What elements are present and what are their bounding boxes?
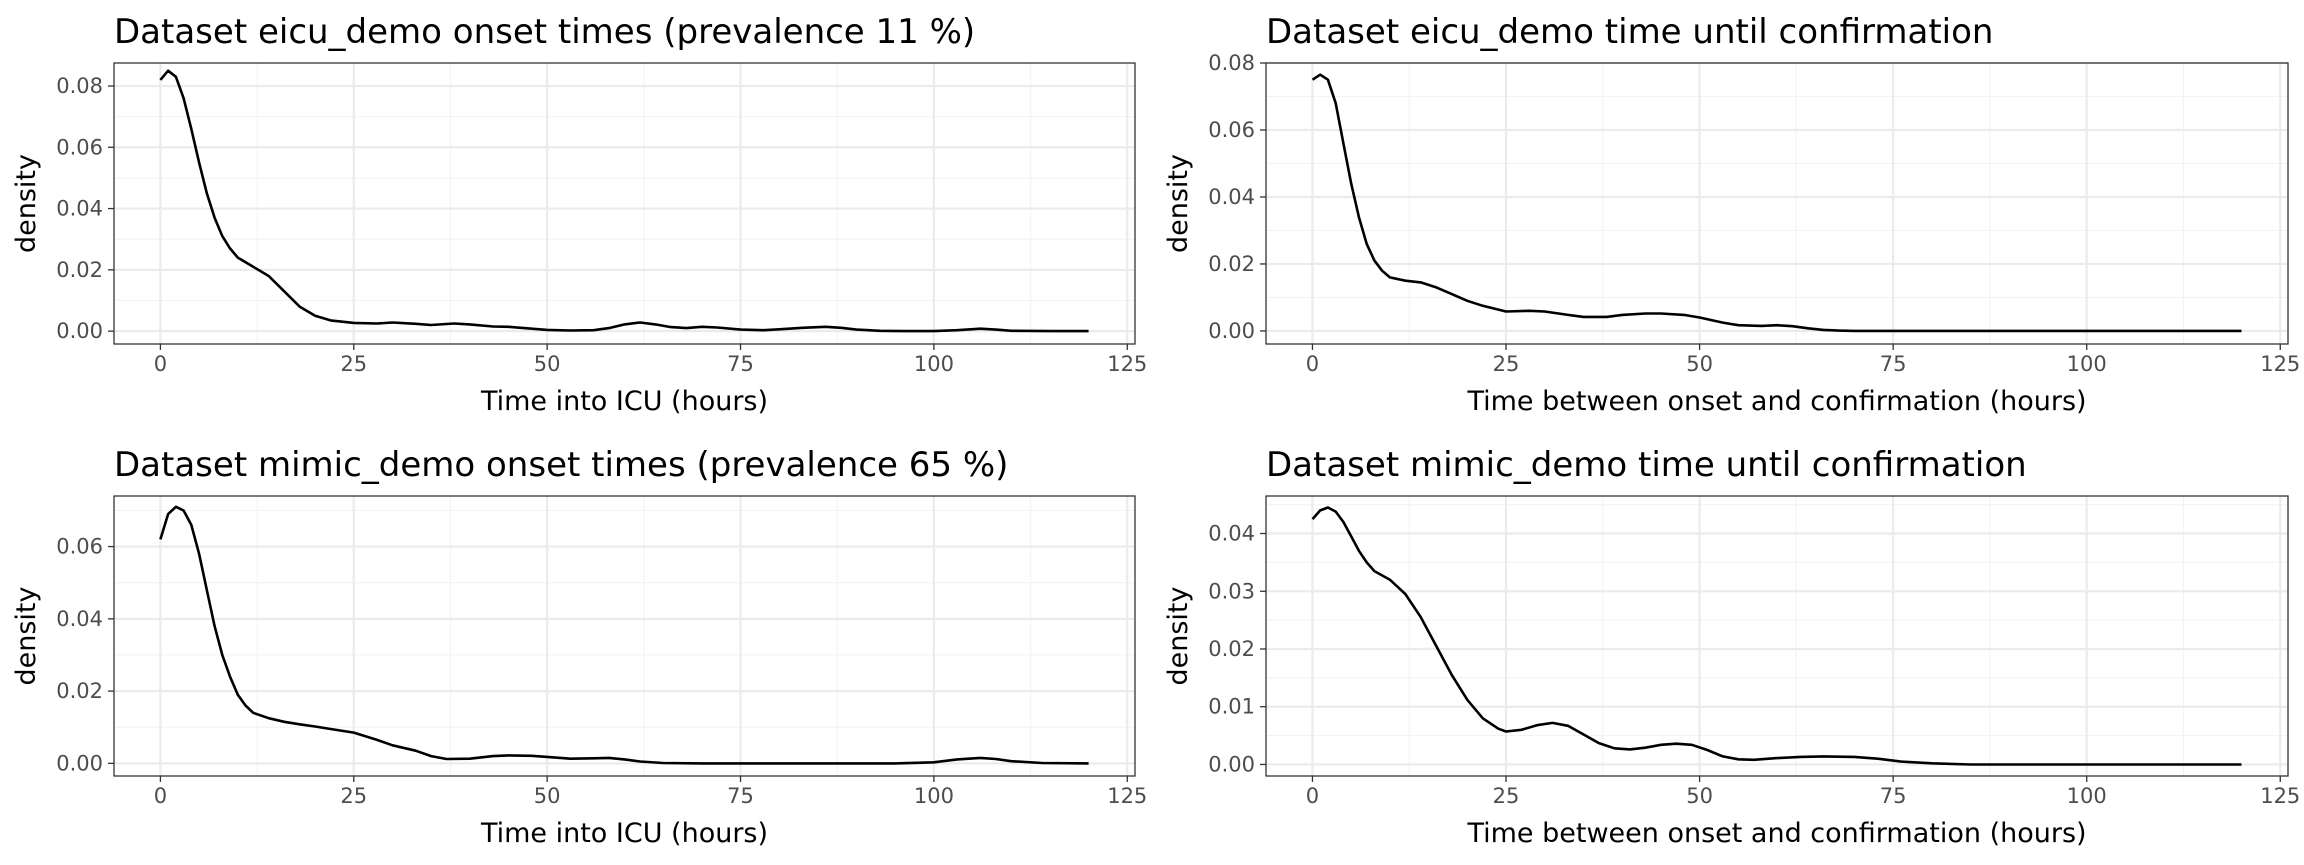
y-tick-label: 0.08 xyxy=(56,74,103,98)
chart-title: Dataset eicu_demo time until confirmatio… xyxy=(1266,12,1993,52)
panel-border xyxy=(113,62,1136,345)
x-tick-label: 75 xyxy=(1880,352,1907,376)
x-tick-label: 50 xyxy=(534,784,561,808)
chart-panel-2: 0 25 50 75 100 125 0.00 0.02 0.04 0.06 0.08 Time be… xyxy=(1163,12,2300,417)
x-tick-label: 0 xyxy=(154,784,167,808)
x-tick-label: 100 xyxy=(914,352,954,376)
y-tick-label: 0.06 xyxy=(56,535,103,559)
x-tick-label: 25 xyxy=(1493,784,1520,808)
y-tick-label: 0.04 xyxy=(56,607,103,631)
y-tick-label: 0.06 xyxy=(1208,118,1255,142)
density-line xyxy=(1311,73,2242,333)
y-tick-label: 0.00 xyxy=(56,319,103,343)
y-tick-label: 0.06 xyxy=(56,135,103,159)
y-tick-label: 0.08 xyxy=(1208,51,1255,75)
density-line xyxy=(159,505,1089,765)
x-tick-label: 125 xyxy=(1107,352,1147,376)
x-tick-label: 0 xyxy=(1306,784,1319,808)
y-tick-label: 0.04 xyxy=(1208,185,1255,209)
chart-panel-4: 0 25 50 75 100 125 0.00 0.01 0.02 0.03 0.04 Time be… xyxy=(1163,445,2300,849)
y-tick-label: 0.00 xyxy=(1208,752,1255,776)
x-tick-label: 50 xyxy=(1686,784,1713,808)
x-tick-label: 100 xyxy=(914,784,954,808)
y-axis-label: density xyxy=(11,586,42,685)
x-tick-label: 100 xyxy=(2067,352,2107,376)
x-tick-label: 50 xyxy=(534,352,561,376)
density-line xyxy=(1311,506,2242,766)
x-tick-label: 125 xyxy=(2260,784,2300,808)
x-tick-label: 25 xyxy=(1493,352,1520,376)
y-axis-label: density xyxy=(1163,154,1194,253)
y-tick-label: 0.02 xyxy=(1208,637,1255,661)
chart-title: Dataset mimic_demo time until confirmati… xyxy=(1266,445,2027,485)
x-tick-label: 0 xyxy=(154,352,167,376)
x-tick-label: 100 xyxy=(2067,784,2107,808)
x-tick-label: 50 xyxy=(1686,352,1713,376)
y-axis-label: density xyxy=(1163,586,1194,685)
y-axis-label: density xyxy=(11,154,42,253)
y-tick-label: 0.04 xyxy=(1208,522,1255,546)
y-tick-label: 0.02 xyxy=(56,679,103,703)
chart-panel-1: 0 25 50 75 100 125 0.00 0.02 0.04 0.06 0.08 Time in… xyxy=(11,12,1147,417)
chart-title: Dataset eicu_demo onset times (prevalenc… xyxy=(114,12,975,52)
x-tick-label: 125 xyxy=(1107,784,1147,808)
panel-border xyxy=(1265,62,2289,345)
x-tick-label: 75 xyxy=(727,784,754,808)
x-axis-label: Time into ICU (hours) xyxy=(480,386,768,417)
x-tick-label: 0 xyxy=(1306,352,1319,376)
x-axis-label: Time into ICU (hours) xyxy=(480,818,768,849)
density-line xyxy=(159,69,1089,333)
y-tick-label: 0.00 xyxy=(1208,319,1255,343)
x-axis-label: Time between onset and confirmation (hou… xyxy=(1466,818,2086,849)
chart-panel-3: 0 25 50 75 100 125 0.00 0.02 0.04 0.06 Time into I… xyxy=(11,445,1147,849)
x-tick-label: 25 xyxy=(340,352,367,376)
panel-border xyxy=(1265,495,2289,777)
y-tick-label: 0.00 xyxy=(56,751,103,775)
y-tick-label: 0.02 xyxy=(1208,252,1255,276)
panel-border xyxy=(113,495,1136,777)
y-tick-label: 0.02 xyxy=(56,258,103,282)
chart-title: Dataset mimic_demo onset times (prevalen… xyxy=(114,445,1008,485)
y-tick-label: 0.03 xyxy=(1208,579,1255,603)
x-tick-label: 125 xyxy=(2260,352,2300,376)
x-tick-label: 25 xyxy=(340,784,367,808)
y-tick-label: 0.01 xyxy=(1208,695,1255,719)
x-axis-label: Time between onset and confirmation (hou… xyxy=(1466,386,2086,417)
y-tick-label: 0.04 xyxy=(56,197,103,221)
x-tick-label: 75 xyxy=(727,352,754,376)
x-tick-label: 75 xyxy=(1880,784,1907,808)
